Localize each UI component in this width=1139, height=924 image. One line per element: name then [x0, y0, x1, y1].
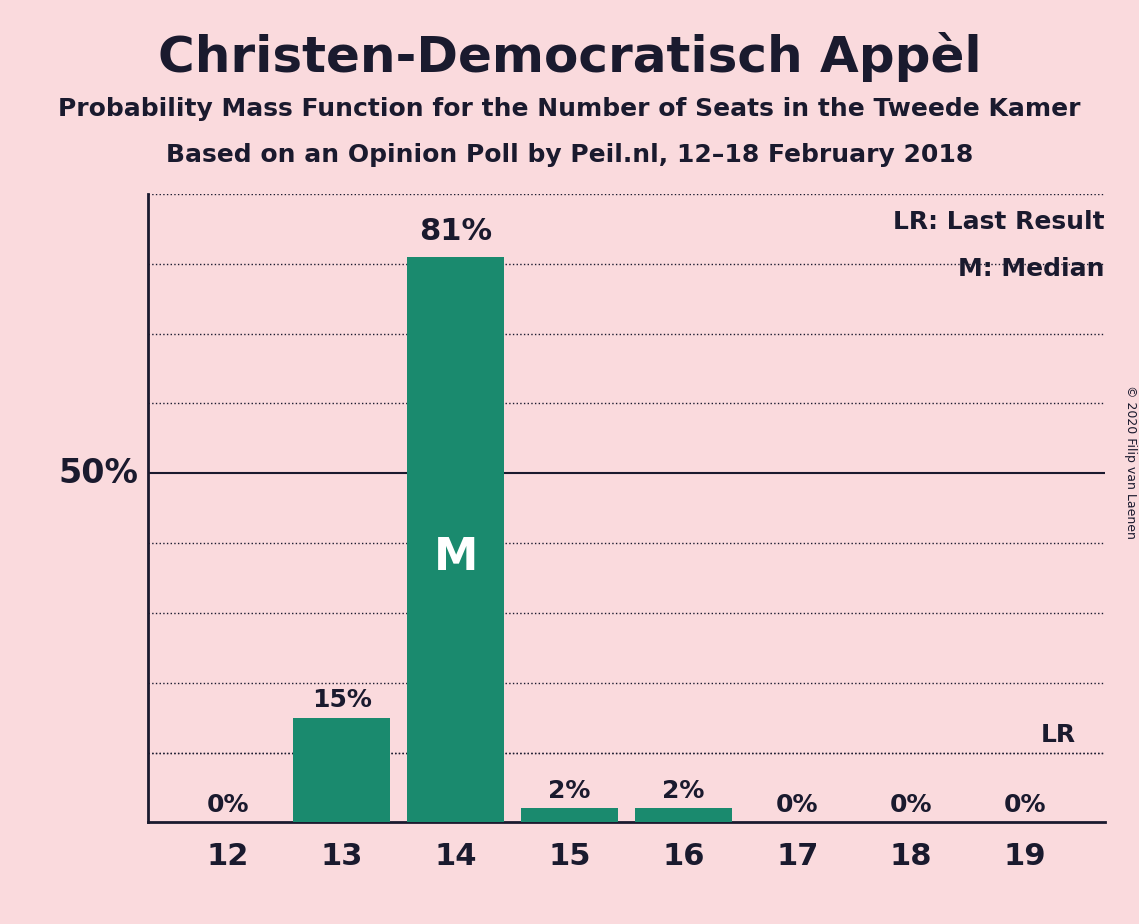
Text: M: Median: M: Median [958, 257, 1105, 281]
Text: 2%: 2% [662, 779, 705, 803]
Bar [293, 718, 390, 822]
Text: 15%: 15% [312, 688, 371, 712]
Text: M: M [434, 536, 477, 578]
Text: 0%: 0% [206, 793, 249, 817]
Text: Based on an Opinion Poll by Peil.nl, 12–18 February 2018: Based on an Opinion Poll by Peil.nl, 12–… [166, 143, 973, 167]
Text: 81%: 81% [419, 217, 492, 247]
Bar [634, 808, 731, 822]
Text: © 2020 Filip van Laenen: © 2020 Filip van Laenen [1124, 385, 1137, 539]
Text: 0%: 0% [1003, 793, 1047, 817]
Text: 0%: 0% [890, 793, 933, 817]
Text: 2%: 2% [548, 779, 591, 803]
Text: Probability Mass Function for the Number of Seats in the Tweede Kamer: Probability Mass Function for the Number… [58, 97, 1081, 121]
Bar [407, 257, 503, 822]
Text: LR: LR [1041, 723, 1076, 747]
Text: LR: Last Result: LR: Last Result [893, 210, 1105, 234]
Text: Christen-Democratisch Appèl: Christen-Democratisch Appèl [157, 32, 982, 82]
Text: 50%: 50% [58, 456, 139, 490]
Text: 0%: 0% [776, 793, 819, 817]
Bar [521, 808, 617, 822]
